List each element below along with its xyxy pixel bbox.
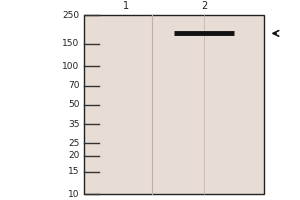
Text: 10: 10 [68, 190, 80, 199]
Text: 50: 50 [68, 100, 80, 109]
Text: 150: 150 [62, 39, 80, 48]
Text: 1: 1 [123, 1, 129, 11]
Text: 100: 100 [62, 62, 80, 71]
Bar [84, 15, 264, 194]
Text: 35: 35 [68, 120, 80, 129]
Text: 250: 250 [62, 11, 80, 20]
Text: 20: 20 [68, 151, 80, 160]
Text: 25: 25 [68, 139, 80, 148]
Text: 2: 2 [201, 1, 207, 11]
Text: 70: 70 [68, 81, 80, 90]
Text: 15: 15 [68, 167, 80, 176]
